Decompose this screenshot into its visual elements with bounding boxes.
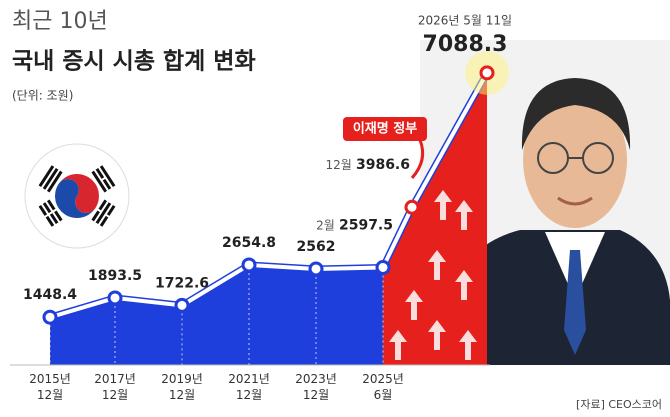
point [404,199,420,215]
x-tick-label: 2019년 12월 [161,372,203,402]
x-tick-label: 2023년 12월 [295,372,337,402]
flag [24,143,130,249]
source: [자료] CEO스코어 [576,398,662,411]
point-note: 2026년 5월 11일 [418,13,512,27]
point [308,261,324,277]
value-label: 2597.5 [339,217,393,233]
point [174,297,190,313]
value-label: 2654.8 [222,235,276,251]
value-label: 2562 [297,239,336,255]
arrow-icon [428,250,446,280]
area [50,264,383,365]
line [49,71,489,320]
value-label-group: 2월 2597.5 [316,217,393,233]
annotation-box [343,117,427,141]
x-tick-label: 2021년 12월 [228,372,270,402]
value-label: 7088.3 [423,32,508,57]
value-label: 1722.6 [155,275,209,291]
point [375,259,391,275]
point [107,290,123,306]
value-label: 3986.6 [356,157,410,173]
x-tick-label: 2017년 12월 [94,372,136,402]
arrow-icon [459,330,477,360]
arrow-icon [455,270,473,300]
point [42,309,58,325]
chart-subtitle: 국내 증시 시총 합계 변화 [12,49,256,75]
point-note: 12월 [326,158,352,172]
unit-label: (단위: 조원) [12,89,73,103]
arrow-icon [405,290,423,320]
annotation: 이재명 정부 [353,121,417,137]
x-tick-label: 2025년 6월 [362,372,404,402]
arrow-icon [455,200,473,230]
x-tick-label: 2015년 12월 [29,372,71,402]
annotation-arrow [410,139,425,179]
point [241,257,257,273]
value-label: 1448.4 [23,287,77,303]
chart-title: 최근 10년 [12,9,108,34]
arrow-icon [434,190,452,220]
value-label: 1893.5 [88,268,142,284]
point-note: 2월 [316,218,335,232]
arrow-icon [428,320,446,350]
value-label-group: 12월 3986.6 [326,157,410,173]
point [479,65,495,81]
arrow-icon [389,330,407,360]
